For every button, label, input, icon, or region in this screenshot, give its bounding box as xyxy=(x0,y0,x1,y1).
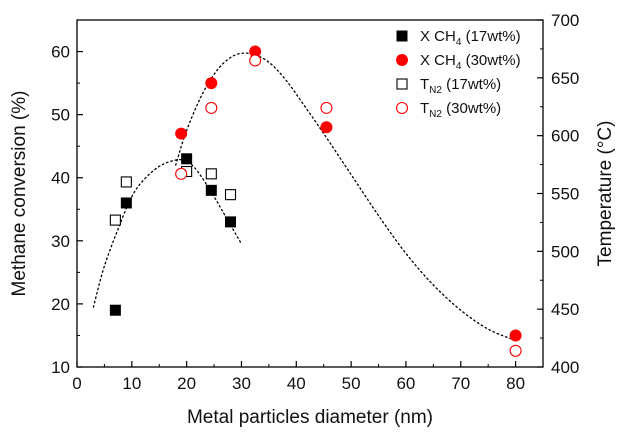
legend-label-subscript: 4 xyxy=(456,61,462,72)
data-point-series-2 xyxy=(320,121,333,134)
data-point-series-1 xyxy=(120,197,132,209)
data-point-series-1 xyxy=(109,304,121,316)
legend-label-main: X CH xyxy=(420,52,456,69)
legend-label-main: T xyxy=(420,100,429,117)
legend: X CH4 (17wt%)X CH4 (30wt%)TN2 (17wt%)TN2… xyxy=(395,28,521,120)
data-point-series-1 xyxy=(205,184,217,196)
x-tick-label: 70 xyxy=(451,374,470,393)
x-axis-title: Metal particles diameter (nm) xyxy=(187,407,433,428)
y-left-tick-label: 50 xyxy=(51,106,70,125)
data-point-series-4 xyxy=(175,167,188,180)
data-points xyxy=(109,45,522,357)
legend-label-tail: (30wt%) xyxy=(442,100,501,117)
y-left-axis-ticks: 10 20 30 40 50 60 xyxy=(51,43,83,377)
x-tick-label: 80 xyxy=(506,374,525,393)
legend-label: X CH4 (30wt%) xyxy=(420,52,521,72)
data-point-series-4 xyxy=(320,101,333,114)
y-right-tick-label: 400 xyxy=(551,358,579,377)
data-point-series-3 xyxy=(120,176,132,188)
legend-label-main: X CH xyxy=(420,28,456,45)
data-point-series-2 xyxy=(249,45,262,58)
data-point-series-3 xyxy=(109,214,121,226)
y-right-tick-label: 500 xyxy=(551,242,579,261)
x-axis-ticks: 0 10 20 30 40 50 60 70 80 xyxy=(72,361,525,393)
y-right-axis-title: Temperature (°C) xyxy=(595,121,616,267)
data-point-series-4 xyxy=(205,101,218,114)
legend-marker xyxy=(395,101,409,115)
legend-label-tail: (17wt%) xyxy=(461,28,520,45)
legend-marker xyxy=(396,54,408,66)
x-tick-label: 50 xyxy=(342,374,361,393)
legend-label-main: T xyxy=(420,76,429,93)
legend-label: TN2 (30wt%) xyxy=(420,100,501,120)
legend-label-subscript: 4 xyxy=(456,37,462,48)
y-right-tick-label: 600 xyxy=(551,127,579,146)
data-point-series-2 xyxy=(205,77,218,90)
legend-marker xyxy=(396,30,408,42)
y-right-tick-label: 450 xyxy=(551,300,579,319)
x-tick-label: 60 xyxy=(396,374,415,393)
legend-label-tail: (30wt%) xyxy=(461,52,520,69)
x-tick-label: 30 xyxy=(232,374,251,393)
y-left-tick-label: 40 xyxy=(51,169,70,188)
x-tick-label: 10 xyxy=(122,374,141,393)
legend-label: TN2 (17wt%) xyxy=(420,76,501,96)
y-right-tick-label: 700 xyxy=(551,11,579,30)
y-left-tick-label: 20 xyxy=(51,295,70,314)
data-point-series-2 xyxy=(509,329,522,342)
data-point-series-1 xyxy=(225,216,237,228)
x-tick-label: 0 xyxy=(72,374,81,393)
data-point-series-2 xyxy=(175,127,188,140)
x-tick-label: 20 xyxy=(177,374,196,393)
trend-line xyxy=(175,52,517,342)
y-right-tick-label: 650 xyxy=(551,69,579,88)
y-left-tick-label: 60 xyxy=(51,43,70,62)
data-point-series-1 xyxy=(181,153,193,165)
data-point-series-4 xyxy=(509,344,522,357)
trend-line xyxy=(92,158,243,308)
x-tick-label: 40 xyxy=(287,374,306,393)
y-right-tick-label: 550 xyxy=(551,185,579,204)
legend-label-subscript: N2 xyxy=(429,85,442,96)
legend-label-subscript: N2 xyxy=(429,109,442,120)
plot-frame xyxy=(76,19,544,368)
data-point-series-3 xyxy=(224,189,237,201)
y-left-tick-label: 10 xyxy=(51,358,70,377)
y-right-axis-ticks: 400 450 500 550 600 650 700 xyxy=(537,11,579,377)
data-point-series-4 xyxy=(249,54,262,67)
legend-marker xyxy=(396,78,408,90)
legend-label: X CH4 (17wt%) xyxy=(420,28,521,48)
trend-lines xyxy=(92,52,517,342)
data-point-series-3 xyxy=(205,168,217,180)
y-left-tick-label: 30 xyxy=(51,232,70,251)
y-left-axis-title: Methane conversion (%) xyxy=(9,91,30,297)
legend-label-tail: (17wt%) xyxy=(442,76,501,93)
